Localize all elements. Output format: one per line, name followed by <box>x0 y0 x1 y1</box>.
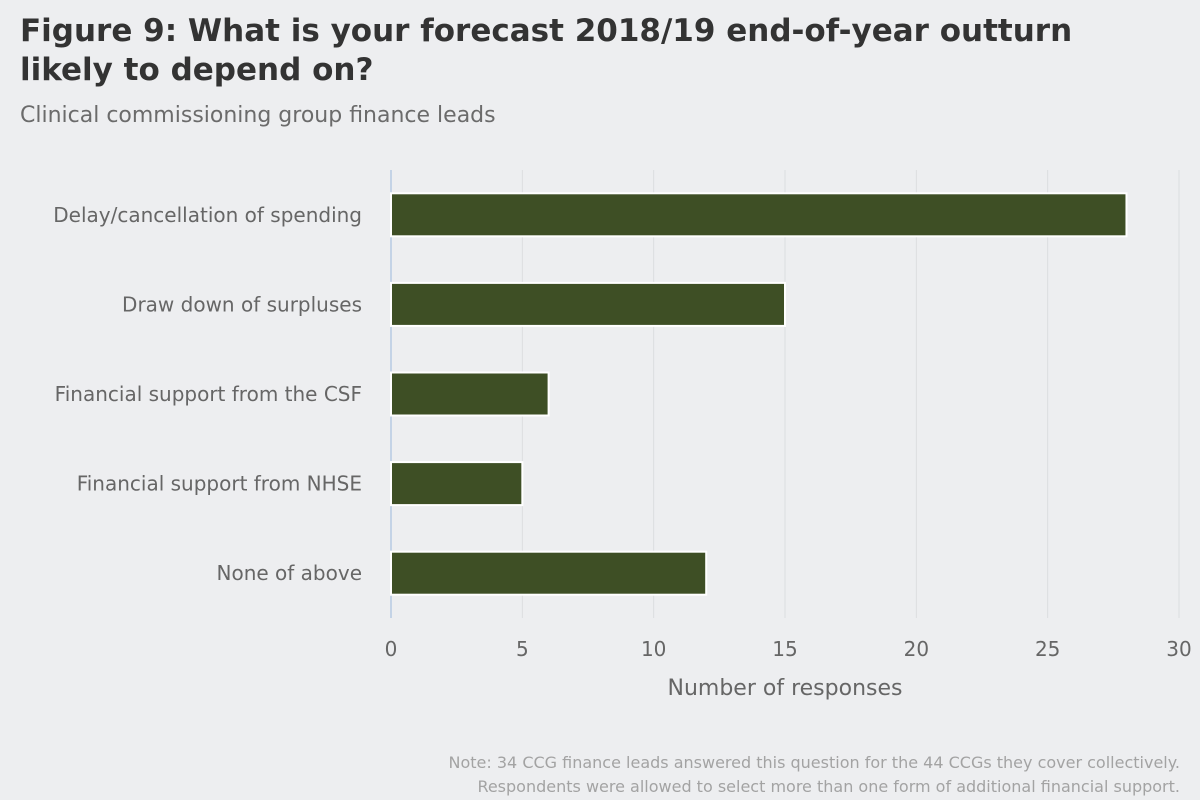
x-tick-label: 30 <box>1166 637 1191 661</box>
bars <box>390 192 1128 596</box>
x-tick-label: 20 <box>904 637 929 661</box>
x-axis-label: Number of responses <box>668 676 903 701</box>
bar <box>390 461 524 507</box>
bar <box>390 550 708 596</box>
x-tick-label: 25 <box>1035 637 1060 661</box>
bar <box>390 192 1128 238</box>
x-tick-label: 10 <box>641 637 666 661</box>
category-label: Delay/cancellation of spending <box>53 203 362 227</box>
chart-title: Figure 9: What is your forecast 2018/19 … <box>20 13 1073 88</box>
x-tick-label: 5 <box>516 637 529 661</box>
category-label: Draw down of surpluses <box>122 292 362 316</box>
note-line: Note: 34 CCG finance leads answered this… <box>448 753 1180 772</box>
chart-subtitle: Clinical commissioning group finance lea… <box>20 103 496 128</box>
category-label: Financial support from NHSE <box>77 472 362 496</box>
note-line: Respondents were allowed to select more … <box>477 777 1180 796</box>
gridlines <box>521 170 1180 618</box>
bar <box>390 281 786 327</box>
category-label: Financial support from the CSF <box>55 382 362 406</box>
chart-note: Note: 34 CCG finance leads answered this… <box>449 751 1180 799</box>
x-tick-labels: 0 5 10 15 20 25 30 <box>385 637 1192 661</box>
x-tick-label: 0 <box>385 637 398 661</box>
bar <box>390 371 550 417</box>
category-label: None of above <box>217 561 363 585</box>
category-labels: Delay/cancellation of spending Draw down … <box>53 203 362 585</box>
x-tick-label: 15 <box>772 637 797 661</box>
